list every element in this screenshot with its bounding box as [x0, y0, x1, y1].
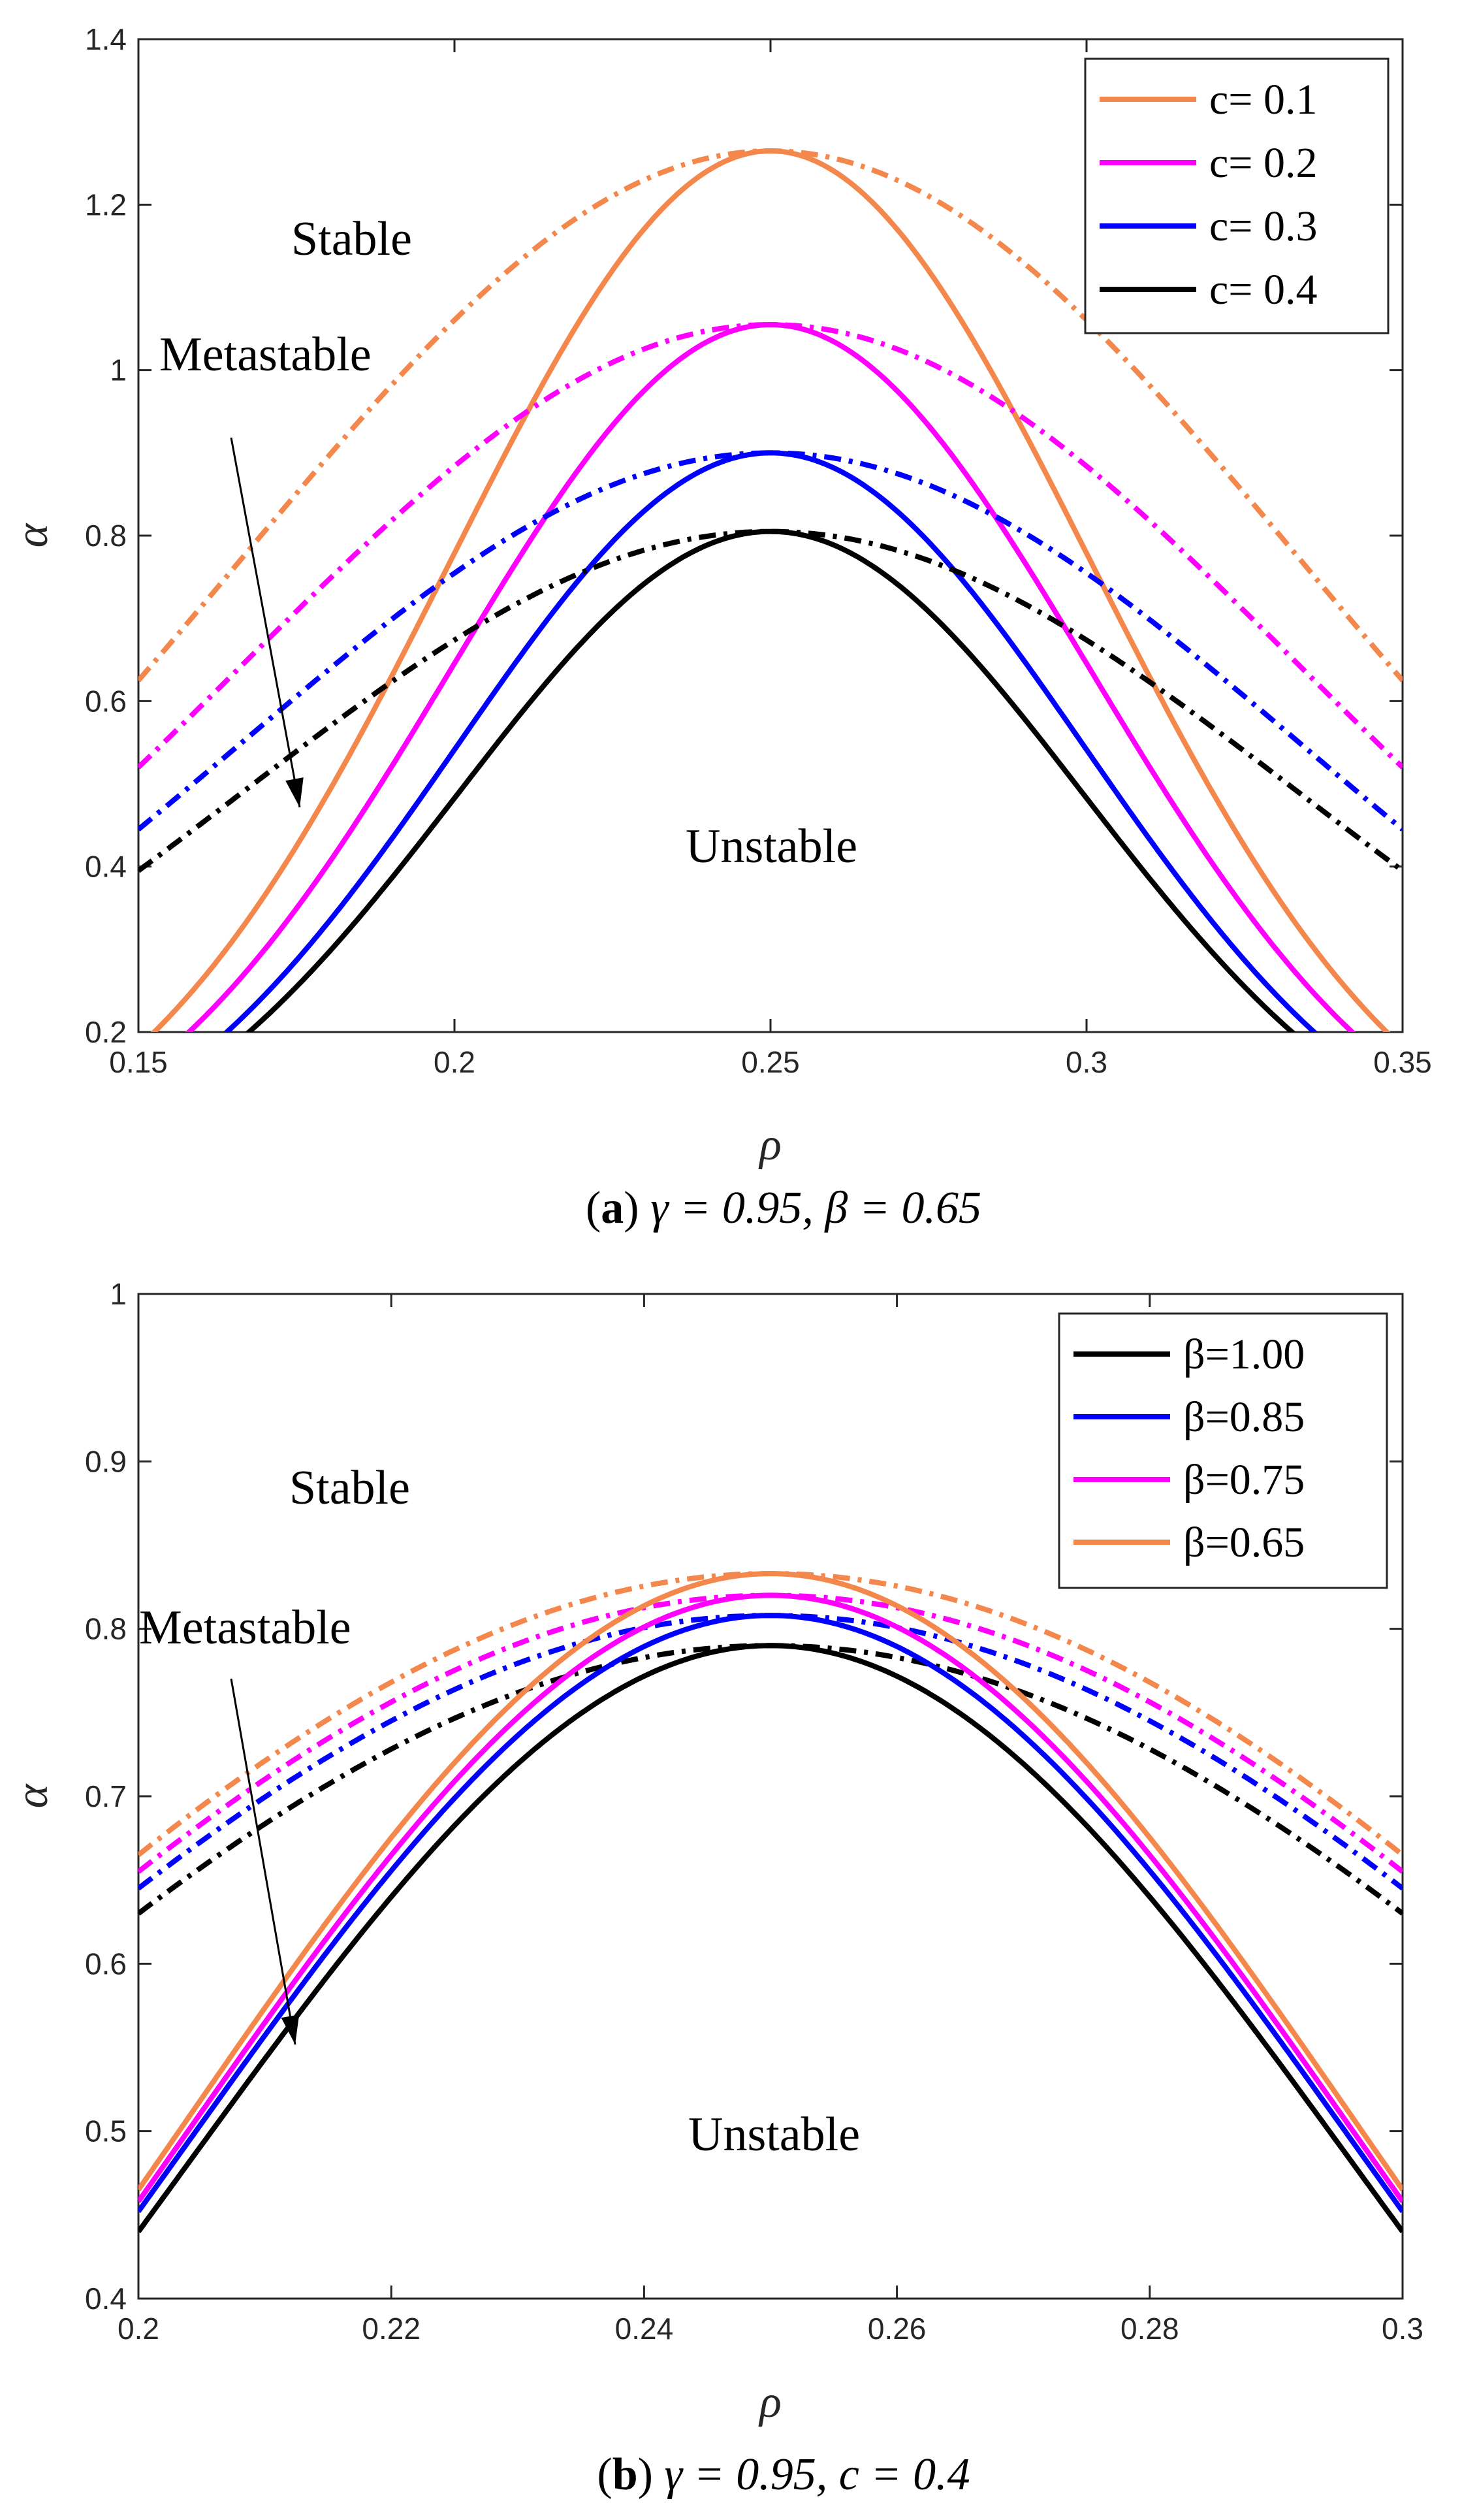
series-solid-3 — [138, 1592, 1403, 2203]
region-stable-label: Stable — [289, 1461, 410, 1515]
y-tick-label: 1.4 — [85, 22, 127, 56]
panel-caption: (b) γ = 0.95, c = 0.4 — [597, 2449, 970, 2500]
legend-label-1: β=1.00 — [1183, 1331, 1305, 1378]
x-tick-label: 0.28 — [1120, 2312, 1179, 2346]
y-tick-label: 0.2 — [85, 1015, 127, 1049]
series-solid-4 — [245, 528, 1296, 1032]
panel-b: 0.2 0.22 0.24 0.26 0.28 0.3 0.4 0.5 0.6 0.7 0.8 0.9… — [7, 1277, 1423, 2500]
x-tick-label: 0.2 — [434, 1045, 475, 1079]
x-tick-label: 0.22 — [362, 2312, 421, 2346]
x-tick-label: 0.3 — [1382, 2312, 1423, 2346]
metastable-arrow — [230, 437, 301, 808]
x-tick-label: 0.2 — [118, 2312, 159, 2346]
legend-label-1: c= 0.1 — [1209, 76, 1318, 123]
panel-caption: (a) γ = 0.95, β = 0.65 — [586, 1183, 981, 1233]
series-dashed-4 — [138, 528, 1403, 873]
region-unstable-label: Unstable — [688, 2108, 860, 2161]
series-solid-2 — [138, 1613, 1403, 2214]
y-tick-label: 0.8 — [85, 1612, 127, 1646]
x-tick-label: 0.35 — [1373, 1045, 1432, 1079]
x-tick-label: 0.15 — [109, 1045, 168, 1079]
series-dashed-2 — [138, 322, 1403, 769]
y-tick-label: 0.6 — [85, 1947, 127, 1980]
y-tick-label: 1.2 — [85, 187, 127, 221]
legend: β=1.00 β=0.85 β=0.75 β=0.65 — [1058, 1312, 1388, 1589]
legend-label-3: c= 0.3 — [1209, 202, 1318, 250]
region-stable-label: Stable — [291, 212, 412, 266]
y-tick-label: 0.6 — [85, 684, 127, 718]
x-tick-label: 0.26 — [868, 2312, 927, 2346]
legend-label-2: β=0.85 — [1183, 1393, 1305, 1441]
region-unstable-label: Unstable — [686, 820, 857, 873]
metastable-arrow — [230, 1678, 296, 2045]
legend-label-4: β=0.65 — [1183, 1519, 1305, 1566]
y-tick-label: 0.9 — [85, 1444, 127, 1478]
x-axis-label: ρ — [758, 1120, 782, 1170]
series-solid-3 — [223, 450, 1318, 1032]
region-metastable-label: Metastable — [159, 328, 372, 381]
x-tick-label: 0.25 — [741, 1045, 800, 1079]
metastable-arrow-head — [285, 777, 304, 807]
legend-label-3: β=0.75 — [1183, 1456, 1305, 1504]
region-metastable-label: Metastable — [139, 1601, 351, 1655]
curves — [138, 1571, 1403, 2233]
series-solid-4 — [138, 1571, 1403, 2191]
y-tick-label: 0.5 — [85, 2114, 127, 2148]
x-tick-label: 0.24 — [615, 2312, 674, 2346]
y-tick-label: 0.4 — [85, 850, 127, 884]
x-tick-label: 0.3 — [1066, 1045, 1107, 1079]
legend-label-4: c= 0.4 — [1209, 266, 1318, 314]
x-axis-label: ρ — [758, 2377, 782, 2427]
metastable-arrow-head — [281, 2014, 300, 2044]
y-tick-label: 1 — [110, 1277, 127, 1311]
legend: c= 0.1 c= 0.2 c= 0.3 c= 0.4 — [1084, 57, 1390, 334]
y-tick-label: 0.4 — [85, 2282, 127, 2316]
legend-label-2: c= 0.2 — [1209, 139, 1318, 187]
series-solid-1 — [138, 1643, 1403, 2233]
y-tick-label: 1 — [110, 353, 127, 387]
series-solid-2 — [185, 321, 1356, 1032]
series-solid-1 — [150, 148, 1391, 1032]
y-tick-label: 0.7 — [85, 1779, 127, 1813]
y-axis-label: α — [7, 523, 57, 547]
panel-a: 0.15 0.2 0.25 0.3 0.350.20.40.60.811.21.4ραS… — [7, 22, 1432, 1233]
y-tick-label: 0.8 — [85, 519, 127, 553]
y-axis-label: α — [7, 1783, 57, 1808]
curves — [138, 148, 1403, 1032]
